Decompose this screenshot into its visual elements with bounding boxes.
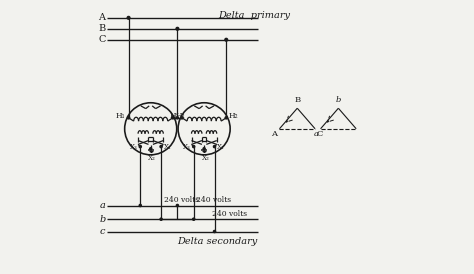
Text: Delta secondary: Delta secondary (177, 237, 257, 246)
Circle shape (150, 148, 152, 150)
Circle shape (176, 204, 179, 207)
Text: 240 volts: 240 volts (164, 196, 199, 204)
Circle shape (213, 230, 216, 233)
Circle shape (139, 204, 141, 207)
Text: a: a (100, 201, 106, 210)
Text: c: c (100, 227, 106, 236)
Circle shape (128, 117, 130, 119)
Text: A: A (99, 13, 106, 22)
Circle shape (160, 145, 162, 148)
Circle shape (181, 117, 183, 119)
Text: B: B (294, 96, 301, 104)
Text: 240 volts: 240 volts (212, 210, 247, 218)
Text: X₁: X₁ (217, 142, 225, 151)
Circle shape (139, 145, 141, 148)
Circle shape (213, 145, 216, 148)
Circle shape (176, 27, 179, 30)
Text: X₃: X₃ (183, 142, 191, 151)
Circle shape (225, 117, 228, 119)
Text: X₁: X₁ (164, 142, 172, 151)
Text: C: C (98, 35, 106, 44)
Circle shape (127, 16, 130, 19)
Text: X₃: X₃ (130, 142, 137, 151)
Text: H₂: H₂ (229, 112, 238, 120)
Text: b: b (336, 96, 341, 104)
Text: H₂: H₂ (175, 112, 185, 120)
Circle shape (203, 148, 205, 150)
Text: B: B (98, 24, 106, 33)
Circle shape (192, 218, 195, 220)
Circle shape (160, 218, 162, 220)
Circle shape (176, 117, 179, 119)
Circle shape (225, 38, 228, 41)
Text: X₂: X₂ (201, 154, 210, 162)
Circle shape (172, 117, 174, 119)
Text: C: C (317, 130, 323, 138)
Circle shape (192, 145, 195, 148)
Text: X₂: X₂ (148, 154, 156, 162)
Text: b: b (99, 215, 106, 224)
Text: a: a (313, 130, 319, 138)
Text: H₁: H₁ (169, 112, 179, 121)
Text: A: A (271, 130, 277, 138)
Text: Delta  primary: Delta primary (218, 11, 290, 19)
Text: H₁: H₁ (116, 112, 125, 121)
Text: 240 volts: 240 volts (196, 196, 232, 204)
